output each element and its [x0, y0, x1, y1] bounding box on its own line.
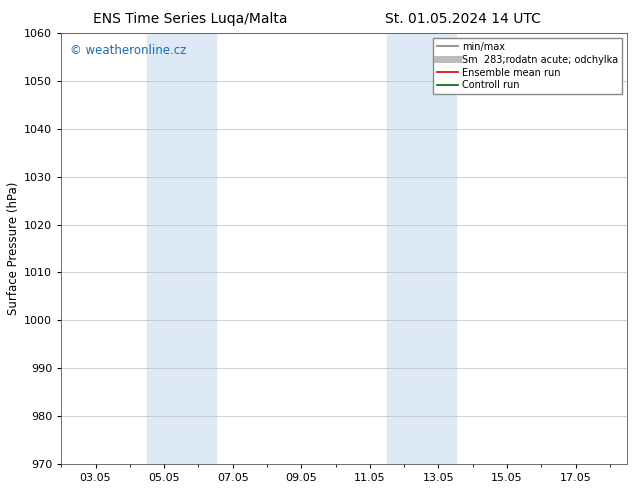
Bar — [387, 33, 456, 464]
Bar — [147, 33, 216, 464]
Text: © weatheronline.cz: © weatheronline.cz — [70, 44, 186, 57]
Legend: min/max, Sm  283;rodatn acute; odchylka, Ensemble mean run, Controll run: min/max, Sm 283;rodatn acute; odchylka, … — [433, 38, 622, 95]
Text: St. 01.05.2024 14 UTC: St. 01.05.2024 14 UTC — [385, 12, 541, 26]
Y-axis label: Surface Pressure (hPa): Surface Pressure (hPa) — [7, 182, 20, 315]
Text: ENS Time Series Luqa/Malta: ENS Time Series Luqa/Malta — [93, 12, 287, 26]
